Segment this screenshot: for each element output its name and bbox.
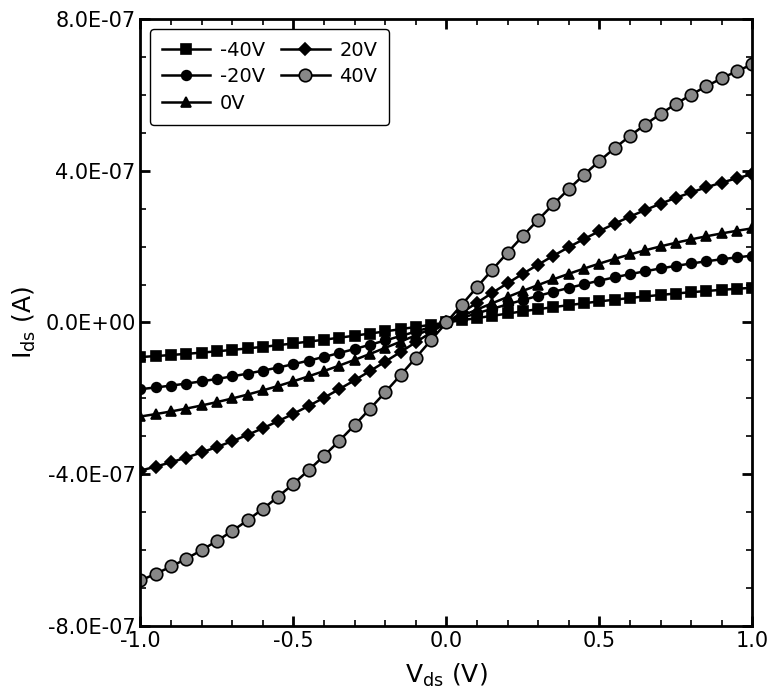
40V [466, 290, 476, 298]
40V [191, 550, 200, 558]
-40V [136, 353, 145, 361]
40V [393, 374, 402, 383]
40V [359, 411, 368, 419]
-40V [139, 353, 148, 361]
20V [136, 466, 145, 475]
-20V [359, 342, 368, 351]
40V [136, 576, 145, 584]
Line: -20V: -20V [136, 251, 757, 394]
0V [139, 412, 148, 420]
20V [466, 302, 476, 311]
-20V [466, 311, 476, 319]
-20V [748, 251, 757, 260]
0V [359, 352, 368, 361]
X-axis label: $\mathregular{V_{ds}}$ (V): $\mathregular{V_{ds}}$ (V) [405, 662, 488, 689]
0V [696, 233, 705, 242]
0V [191, 402, 200, 411]
-20V [393, 332, 402, 341]
20V [393, 350, 402, 358]
-40V [696, 287, 705, 295]
-20V [696, 258, 705, 266]
20V [359, 370, 368, 379]
-20V [191, 378, 200, 386]
20V [191, 450, 200, 459]
Legend: -40V, -20V, 0V, 20V, 40V: -40V, -20V, 0V, 20V, 40V [151, 29, 389, 125]
Line: 0V: 0V [136, 223, 757, 421]
Y-axis label: $\mathregular{I_{ds}}$ (A): $\mathregular{I_{ds}}$ (A) [11, 286, 38, 359]
20V [748, 170, 757, 178]
-20V [139, 384, 148, 393]
0V [393, 339, 402, 347]
40V [139, 575, 148, 583]
-40V [359, 330, 368, 339]
0V [748, 224, 757, 232]
Line: 40V: 40V [134, 58, 759, 587]
-40V [748, 284, 757, 292]
20V [696, 185, 705, 193]
-40V [466, 314, 476, 323]
-40V [393, 326, 402, 334]
Line: -40V: -40V [136, 283, 757, 362]
40V [696, 85, 705, 94]
-40V [191, 349, 200, 357]
-20V [136, 385, 145, 393]
20V [139, 466, 148, 474]
0V [136, 412, 145, 421]
0V [466, 308, 476, 316]
Line: 20V: 20V [136, 170, 757, 475]
40V [748, 60, 757, 69]
